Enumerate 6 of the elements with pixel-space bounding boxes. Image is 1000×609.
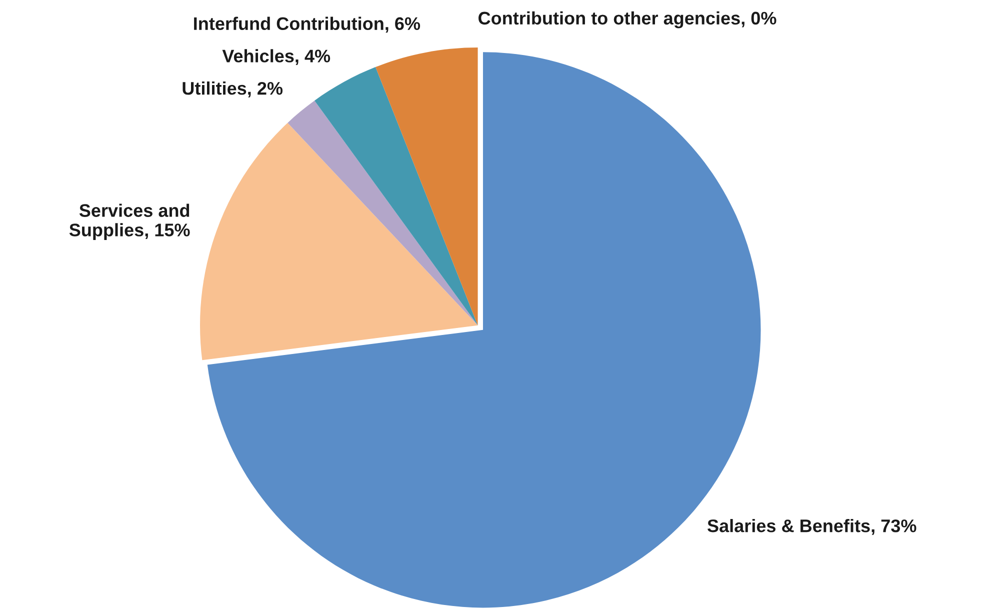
slice-label: Vehicles, 4% <box>222 49 330 66</box>
slice-label: Interfund Contribution, 6% <box>194 16 420 33</box>
slice-label: Utilities, 2% <box>182 81 283 98</box>
slice-label: Services and Supplies, 15% <box>69 204 190 240</box>
category-label: Contribution to other agencies, 0% <box>478 11 776 28</box>
slice-label: Salaries & Benefits, 73% <box>707 518 916 535</box>
